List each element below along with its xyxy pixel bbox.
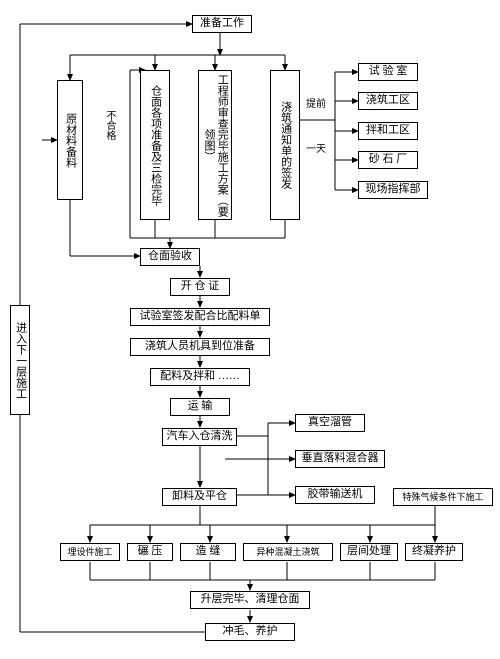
node-cure1: 终凝养护 — [405, 543, 463, 561]
node-rise-text: 升层完毕、清理仓面 — [201, 593, 300, 606]
node-dest1-text: 试 验 室 — [369, 65, 408, 78]
node-mixsheet: 试验室签发配合比配料单 — [130, 308, 270, 326]
node-dest3: 拌和工区 — [358, 122, 418, 140]
node-dest5: 现场指挥部 — [358, 181, 428, 199]
node-rise: 升层完毕、清理仓面 — [190, 591, 310, 609]
node-unload: 卸料及平仓 — [162, 488, 237, 506]
node-drop: 垂直落料混合器 — [295, 450, 385, 468]
node-dest1: 试 验 室 — [358, 63, 418, 81]
node-rawmat: 原材料备料 — [57, 80, 83, 200]
node-joint-text: 造 缝 — [196, 545, 221, 558]
node-accept: 仓面验收 — [140, 248, 200, 266]
node-unload-text: 卸料及平仓 — [172, 490, 227, 503]
node-hetero-text: 异种混凝土浇筑 — [256, 547, 319, 558]
node-special-text: 特殊气候条件下施工 — [402, 492, 483, 503]
node-wash: 汽车入仓清洗 — [162, 428, 237, 446]
node-cure2: 冲毛、养护 — [205, 623, 295, 641]
node-loop: 进入下一层施工 — [10, 305, 30, 415]
node-prep-text: 准备工作 — [200, 17, 244, 30]
node-prep: 准备工作 — [192, 15, 252, 33]
node-interlay: 层间处理 — [340, 543, 398, 561]
node-open: 开 仓 证 — [170, 278, 230, 296]
node-scheme: 工程师审查完毕施工方案（要领图） — [198, 70, 232, 220]
node-vac: 真空溜管 — [295, 414, 365, 432]
node-loop-text: 进入下一层施工 — [13, 322, 26, 399]
node-interlay-text: 层间处理 — [347, 545, 391, 558]
label-oneday: 一天 — [306, 140, 326, 155]
node-cure2-text: 冲毛、养护 — [223, 625, 278, 638]
node-ready: 浇筑人员机具到位准备 — [130, 338, 270, 356]
label-ahead: 提前 — [306, 95, 326, 110]
node-belt: 胶带输送机 — [295, 486, 375, 504]
node-bin-prep: 仓面各项准备及三检完毕 — [140, 70, 170, 220]
node-ready-text: 浇筑人员机具到位准备 — [145, 340, 255, 353]
node-mixsheet-text: 试验室签发配合比配料单 — [140, 310, 261, 323]
node-wash-text: 汽车入仓清洗 — [167, 430, 233, 443]
node-roll: 碾 压 — [127, 543, 173, 561]
node-rawmat-text: 原材料备料 — [63, 113, 76, 168]
node-transport: 运 输 — [170, 398, 230, 416]
node-open-text: 开 仓 证 — [181, 280, 220, 293]
node-vac-text: 真空溜管 — [308, 416, 352, 429]
node-cure1-text: 终凝养护 — [412, 545, 456, 558]
node-dest5-text: 现场指挥部 — [366, 183, 421, 196]
node-dest2-text: 浇筑工区 — [366, 94, 410, 107]
node-accept-text: 仓面验收 — [148, 250, 192, 263]
node-joint: 造 缝 — [180, 543, 236, 561]
node-scheme-text: 工程师审查完毕施工方案（要领图） — [202, 73, 228, 217]
node-embed-text: 埋设件施工 — [67, 547, 112, 558]
node-embed: 埋设件施工 — [60, 543, 120, 561]
node-dest3-text: 拌和工区 — [366, 124, 410, 137]
node-transport-text: 运 输 — [188, 400, 213, 413]
node-dest4-text: 砂 石 厂 — [369, 153, 408, 166]
node-batch: 配料及拌和 …… — [150, 368, 250, 386]
label-fail: 不合格 — [102, 110, 117, 140]
node-dest2: 浇筑工区 — [358, 92, 418, 110]
node-notice: 浇筑通知单的签发 — [270, 70, 300, 220]
node-belt-text: 胶带输送机 — [308, 488, 363, 501]
node-notice-text: 浇筑通知单的签发 — [278, 101, 291, 189]
node-dest4: 砂 石 厂 — [358, 151, 418, 169]
node-batch-text: 配料及拌和 …… — [160, 370, 240, 383]
node-bin-prep-text: 仓面各项准备及三检完毕 — [148, 85, 161, 206]
node-roll-text: 碾 压 — [138, 545, 163, 558]
node-hetero: 异种混凝土浇筑 — [243, 543, 333, 561]
node-drop-text: 垂直落料混合器 — [302, 452, 379, 465]
node-special: 特殊气候条件下施工 — [393, 488, 493, 506]
